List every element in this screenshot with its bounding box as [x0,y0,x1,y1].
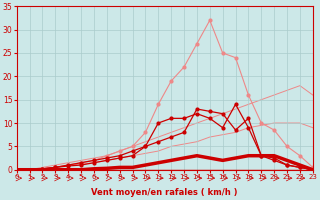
X-axis label: Vent moyen/en rafales ( km/h ): Vent moyen/en rafales ( km/h ) [92,188,238,197]
